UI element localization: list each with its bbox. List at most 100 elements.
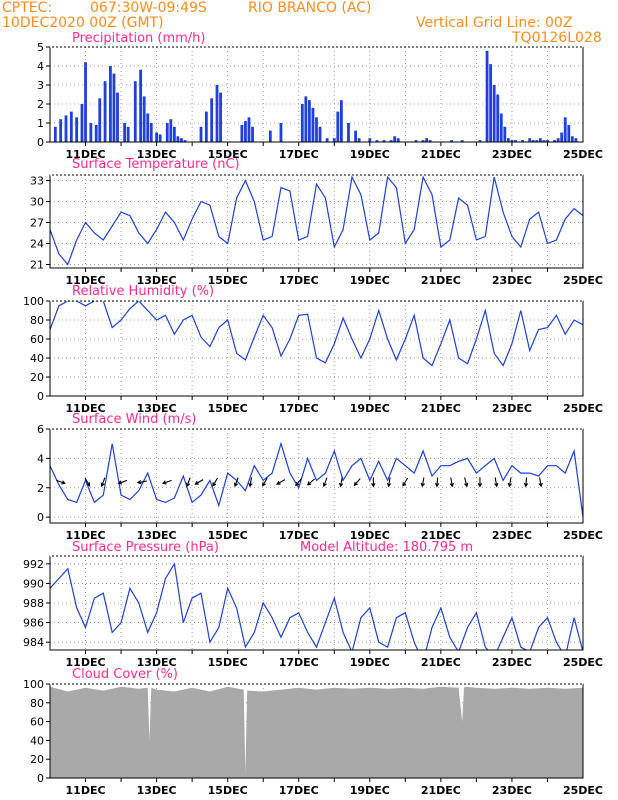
precip-bar <box>240 124 244 142</box>
x-tick-label: 13DEC <box>137 529 177 542</box>
precip-bar <box>149 123 153 142</box>
x-tick-label: 11DEC <box>66 656 106 669</box>
wind-arrow-head <box>233 482 239 488</box>
precip-bar <box>103 81 107 142</box>
y-tick-label: 27 <box>30 217 44 230</box>
precip-bar <box>567 124 571 142</box>
wind-arrow-shaft <box>101 477 106 487</box>
wind-arrow-head <box>306 481 312 486</box>
precip-bar <box>428 140 432 142</box>
wind-line <box>50 441 583 518</box>
x-tick-label: 19DEC <box>350 529 390 542</box>
wind-arrow <box>386 477 392 488</box>
precip-bar <box>183 140 187 142</box>
precip-bar <box>315 117 318 142</box>
precip-bar <box>546 140 549 142</box>
wind-arrow-head <box>464 482 469 488</box>
x-tick-label: 11DEC <box>66 402 106 415</box>
wind-arrow-head <box>353 481 358 487</box>
wind-arrow-shaft <box>186 477 191 487</box>
wind-arrow <box>185 477 191 488</box>
precip-bar <box>478 140 482 142</box>
y-tick-label: 2 <box>37 482 44 495</box>
wind-arrow <box>276 479 286 485</box>
precip-bar <box>450 140 453 142</box>
wind-arrow <box>262 477 268 487</box>
wind-arrow <box>494 477 499 488</box>
x-tick-label: 17DEC <box>279 148 319 161</box>
y-tick-label: 40 <box>30 734 44 747</box>
y-tick-label: 3 <box>37 79 44 92</box>
precip-bar <box>382 140 386 142</box>
precip-bar <box>506 138 510 142</box>
precip-bar <box>336 111 340 142</box>
precip-bar <box>325 138 329 142</box>
precip-bar <box>528 138 532 142</box>
precip-bar <box>169 119 173 142</box>
precip-bar <box>421 140 425 142</box>
precip-bar <box>389 140 393 142</box>
x-tick-label: 11DEC <box>66 784 106 797</box>
wind-arrow-head <box>61 480 66 485</box>
wind-arrow-head <box>449 482 454 488</box>
pressure-frame <box>49 555 584 651</box>
precip-bar <box>112 73 116 142</box>
temp-frame <box>49 174 584 269</box>
precip-panel: 0 1 2 3 4 5 11DEC 13DEC 15DEC 17DEC 19DEC 21DEC 23DE… <box>37 31 603 161</box>
x-tick-label: 11DEC <box>66 529 106 542</box>
x-tick-label: 23DEC <box>492 402 532 415</box>
wind-arrow-shaft <box>84 477 91 487</box>
precip-bar <box>75 117 79 142</box>
precip-bar <box>251 126 254 142</box>
wind-arrow-shaft <box>436 477 439 487</box>
x-tick-label: 19DEC <box>350 274 390 287</box>
wind-arrow-head <box>338 482 344 488</box>
temp-title: Surface Temperature (nC) <box>72 157 240 172</box>
y-tick-label: 6 <box>37 423 44 436</box>
precip-bar <box>311 107 315 142</box>
precip-bar <box>180 138 183 142</box>
x-tick-label: 23DEC <box>492 529 532 542</box>
y-tick-label: 40 <box>30 352 44 365</box>
precip-bar <box>247 117 251 142</box>
wind-arrow-head <box>420 482 425 488</box>
y-tick-label: 0 <box>37 136 44 149</box>
wind-arrow <box>507 477 512 488</box>
precip-bar <box>489 64 493 142</box>
y-tick-label: 21 <box>30 259 44 272</box>
y-tick-label: 33 <box>30 175 44 188</box>
x-tick-label: 21DEC <box>421 656 461 669</box>
y-tick-label: 986 <box>23 617 44 630</box>
precip-bar <box>98 98 102 142</box>
y-tick-label: 984 <box>23 636 44 649</box>
x-tick-label: 19DEC <box>350 402 390 415</box>
precip-bar <box>123 123 127 142</box>
x-tick-label: 25DEC <box>563 402 603 415</box>
precip-bar <box>563 117 567 142</box>
precip-bar <box>318 126 322 142</box>
x-tick-label: 21DEC <box>421 148 461 161</box>
precip-bar <box>535 140 539 142</box>
wind-arrow-shaft <box>118 479 128 484</box>
x-tick-label: 25DEC <box>563 148 603 161</box>
y-tick-label: 992 <box>23 558 44 571</box>
y-tick-label: 20 <box>30 371 44 384</box>
precip-bar <box>89 123 93 142</box>
precip-bar <box>556 138 560 142</box>
wind-arrow-head <box>194 480 199 485</box>
x-tick-label: 17DEC <box>279 784 319 797</box>
precip-bar <box>521 140 524 142</box>
wind-arrow <box>402 477 409 487</box>
y-tick-label: 5 <box>37 41 44 54</box>
precip-frame <box>49 46 584 143</box>
x-tick-label: 17DEC <box>279 402 319 415</box>
cloud-title: Cloud Cover (%) <box>72 667 178 682</box>
x-tick-label: 19DEC <box>350 784 390 797</box>
precip-bar <box>176 136 180 142</box>
wind-arrow-shaft <box>276 479 286 485</box>
header-datetime: 10DEC2020 00Z (GMT) <box>2 15 164 31</box>
precip-bar <box>499 113 503 142</box>
y-tick-label: 80 <box>30 314 44 327</box>
wind-arrow <box>464 477 469 488</box>
wind-arrow-head <box>477 483 483 488</box>
